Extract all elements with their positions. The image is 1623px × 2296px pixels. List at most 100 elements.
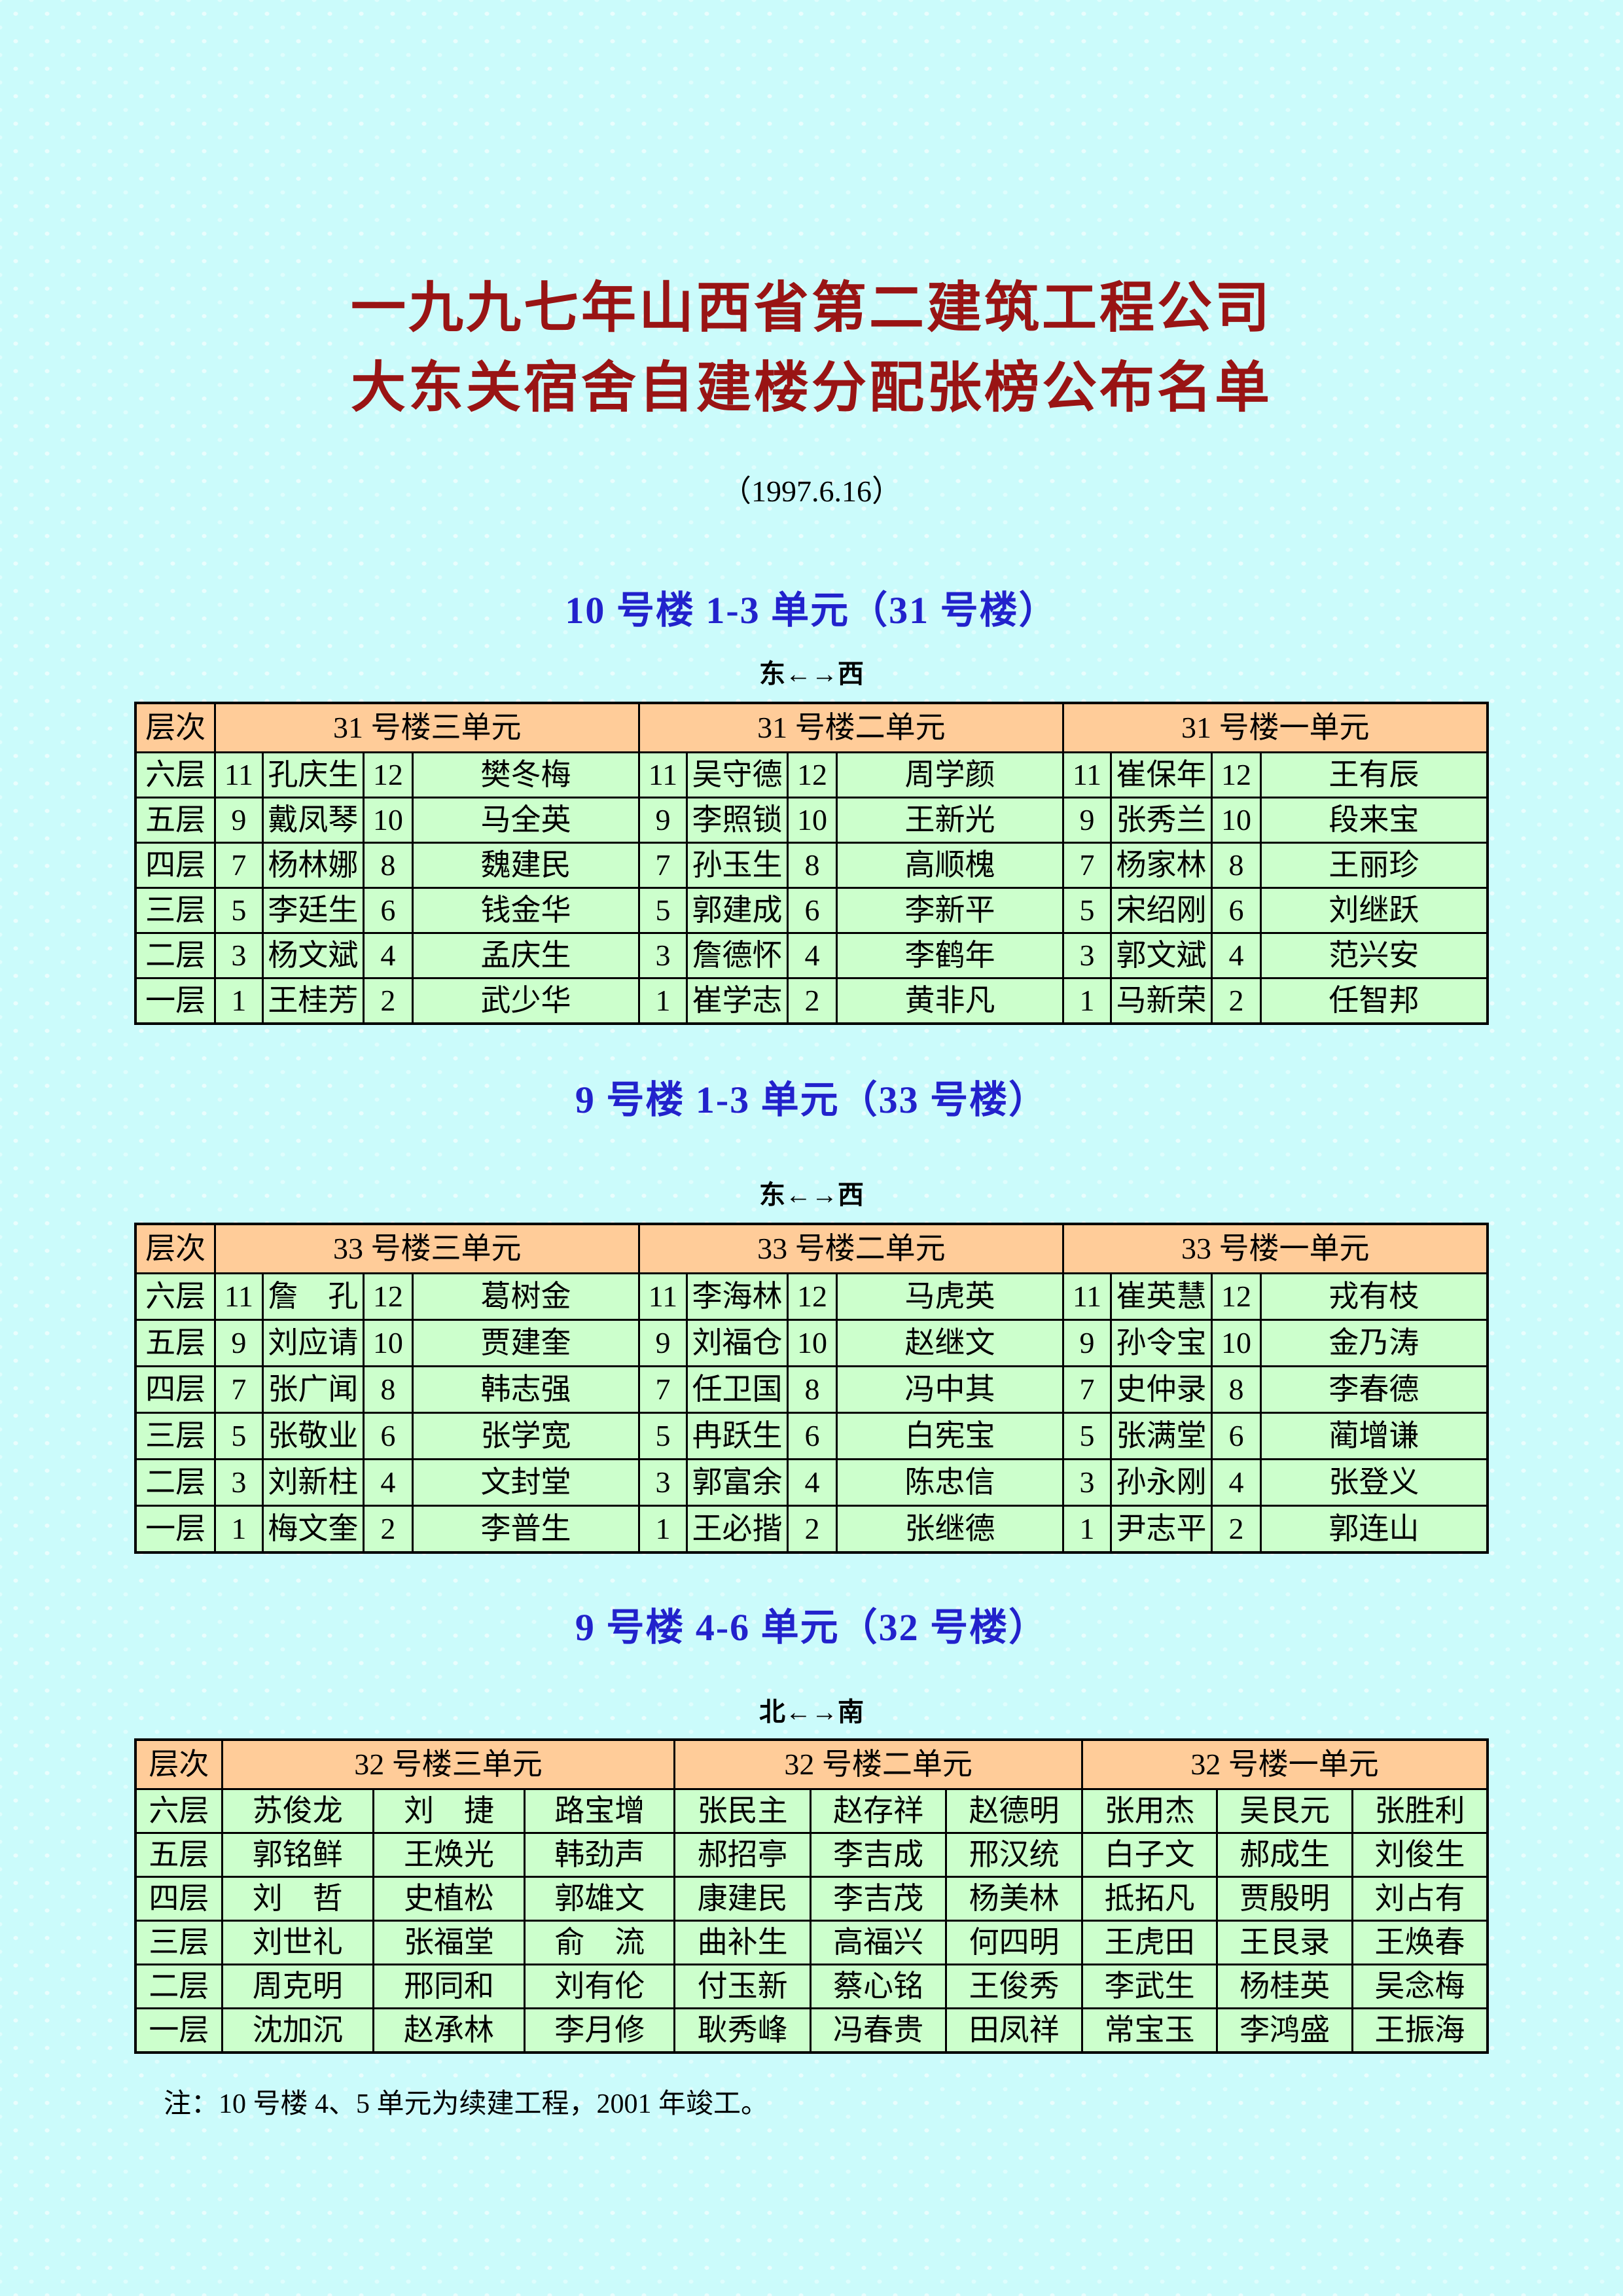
name-cell: 李月修 [524,2007,676,2054]
name-cell: 高福兴 [809,1920,948,1965]
name-cell: 吴守德 [685,751,789,798]
section-building-32: 9 号楼 4-6 单元（32 号楼） 北←→南 层次 32 号楼三单元 32 号楼二… [0,1609,1623,2054]
name-cell: 邢汉统 [945,1832,1083,1878]
room-number-cell: 8 [1211,1365,1262,1414]
name-cell: 杨文斌 [261,932,365,979]
name-cell: 史植松 [372,1876,526,1922]
unit-header: 31 号楼三单元 [214,702,641,753]
name-cell: 文封堂 [411,1458,641,1507]
name-cell: 孙玉生 [685,842,789,889]
table-row: 三层 5 李廷生 6 钱金华 5 郭建成 6 李新平 5 宋绍刚 6 刘继跃 [134,887,1489,934]
room-number-cell: 4 [1211,1458,1262,1507]
name-cell: 戎有枝 [1259,1272,1489,1321]
room-number-cell: 12 [363,1272,414,1321]
section-heading: 9 号楼 1-3 单元（33 号楼） [575,1079,1048,1121]
name-cell: 崔英慧 [1109,1272,1213,1321]
floor-cell: 一层 [134,977,217,1025]
table-row: 四层刘 哲史植松 郭雄文 康建民 李吉茂 杨美林 抵拓凡 贾殷明 刘占有 [134,1876,1489,1922]
room-number-cell: 7 [1062,842,1112,889]
name-cell: 赵存祥 [809,1788,948,1834]
doc-date: （1997.6.16） [721,475,902,508]
room-number-cell: 2 [363,977,414,1025]
room-number-cell: 12 [363,751,414,798]
name-cell: 马新荣 [1109,977,1213,1025]
table-row: 五层 郭铭鲜 王焕光 韩劲声 郝招亭 李吉成 邢汉统 白子文 郝成生 刘俊生 [134,1832,1489,1878]
name-cell: 李吉茂 [809,1876,948,1922]
floor-cell: 六层 [134,751,217,798]
name-cell: 郭建成 [685,887,789,934]
unit-header: 33 号楼一单元 [1062,1223,1489,1274]
room-number-cell: 8 [787,1365,838,1414]
floor-header: 层次 [134,1223,217,1274]
room-number-cell: 11 [1062,1272,1112,1321]
name-cell: 张学宽 [411,1412,641,1460]
floor-cell: 六层 [134,1272,217,1321]
table-row: 一层 1 梅文奎 2 李普生 1 王必揩 2 张继德 1 尹志平 2 郭连山 [134,1505,1489,1554]
allocation-table-33: 层次 33 号楼三单元 33 号楼二单元 33 号楼一单元 六层 11 詹 孔 12 葛树金 11… [134,1223,1489,1554]
name-cell: 俞 流 [524,1920,676,1965]
name-cell: 孙永刚 [1109,1458,1213,1507]
name-cell: 刘应请 [261,1319,365,1367]
section-building-31: 10 号楼 1-3 单元（31 号楼） 东←→西 层次 31 号楼三单元 31 号楼… [0,592,1623,1025]
floor-cell: 三层 [134,1412,217,1460]
name-cell: 李新平 [835,887,1065,934]
room-number-cell: 2 [363,1505,414,1554]
room-number-cell: 11 [638,751,688,798]
room-number-cell: 3 [638,1458,688,1507]
room-number-cell: 9 [214,797,264,844]
room-number-cell: 9 [214,1319,264,1367]
name-cell: 李吉成 [809,1832,948,1878]
name-cell: 张秀兰 [1109,797,1213,844]
name-cell: 刘占有 [1351,1876,1489,1922]
room-number-cell: 6 [787,1412,838,1460]
name-cell: 钱金华 [411,887,641,934]
room-number-cell: 7 [638,1365,688,1414]
floor-cell: 五层 [134,797,217,844]
name-cell: 耿秀峰 [673,2007,812,2054]
name-cell: 刘新柱 [261,1458,365,1507]
floor-cell: 一层 [134,2007,223,2054]
room-number-cell: 3 [214,932,264,979]
room-number-cell: 6 [363,887,414,934]
name-cell: 李照锁 [685,797,789,844]
name-cell: 李鹤年 [835,932,1065,979]
room-number-cell: 8 [363,1365,414,1414]
table-row: 六层 11 詹 孔 12 葛树金 11 李海林 12 马虎英 11 崔英慧 12 戎有枝 [134,1272,1489,1321]
name-cell: 宋绍刚 [1109,887,1213,934]
name-cell: 李普生 [411,1505,641,1554]
name-cell: 黄非凡 [835,977,1065,1025]
name-cell: 郭雄文 [524,1876,676,1922]
room-number-cell: 10 [363,797,414,844]
table-row: 五层 9 刘应请 10 贾建奎 9 刘福仓 10 赵继文 9 孙令宝 10 金乃涛 [134,1319,1489,1367]
room-number-cell: 5 [214,887,264,934]
name-cell: 周学颜 [835,751,1065,798]
floor-cell: 二层 [134,932,217,979]
room-number-cell: 3 [214,1458,264,1507]
name-cell: 周克明 [221,1964,374,2009]
table-row: 四层 7 张广闻 8 韩志强 7 任卫国 8 冯中其 7 史仲录 8 李春德 [134,1365,1489,1414]
room-number-cell: 10 [787,1319,838,1367]
unit-header: 31 号楼一单元 [1062,702,1489,753]
table-row: 一层 1 王桂芳 2 武少华 1 崔学志 2 黄非凡 1 马新荣 2 任智邦 [134,977,1489,1025]
table-row: 一层 沈加沉 赵承林 李月修 耿秀峰 冯春贵 田凤祥 常宝玉 李鸿盛 王振海 [134,2007,1489,2054]
name-cell: 梅文奎 [261,1505,365,1554]
name-cell: 孙令宝 [1109,1319,1213,1367]
name-cell: 张敬业 [261,1412,365,1460]
doc-title-line2: 大东关宿舍自建楼分配张榜公布名单 [350,358,1272,419]
name-cell: 郭富余 [685,1458,789,1507]
room-number-cell: 10 [1211,797,1262,844]
name-cell: 刘继跃 [1259,887,1489,934]
name-cell: 冯中其 [835,1365,1065,1414]
floor-cell: 五层 [134,1832,223,1878]
room-number-cell: 5 [638,887,688,934]
name-cell: 杨桂英 [1216,1964,1353,2009]
table-row: 三层 刘世礼 张福堂俞 流曲补生 高福兴 何四明 王虎田 王艮录 王焕春 [134,1920,1489,1965]
room-number-cell: 6 [1211,1412,1262,1460]
name-cell: 任卫国 [685,1365,789,1414]
room-number-cell: 3 [1062,932,1112,979]
name-cell: 金乃涛 [1259,1319,1489,1367]
unit-header: 33 号楼二单元 [638,1223,1065,1274]
room-number-cell: 1 [638,977,688,1025]
room-number-cell: 11 [214,1272,264,1321]
